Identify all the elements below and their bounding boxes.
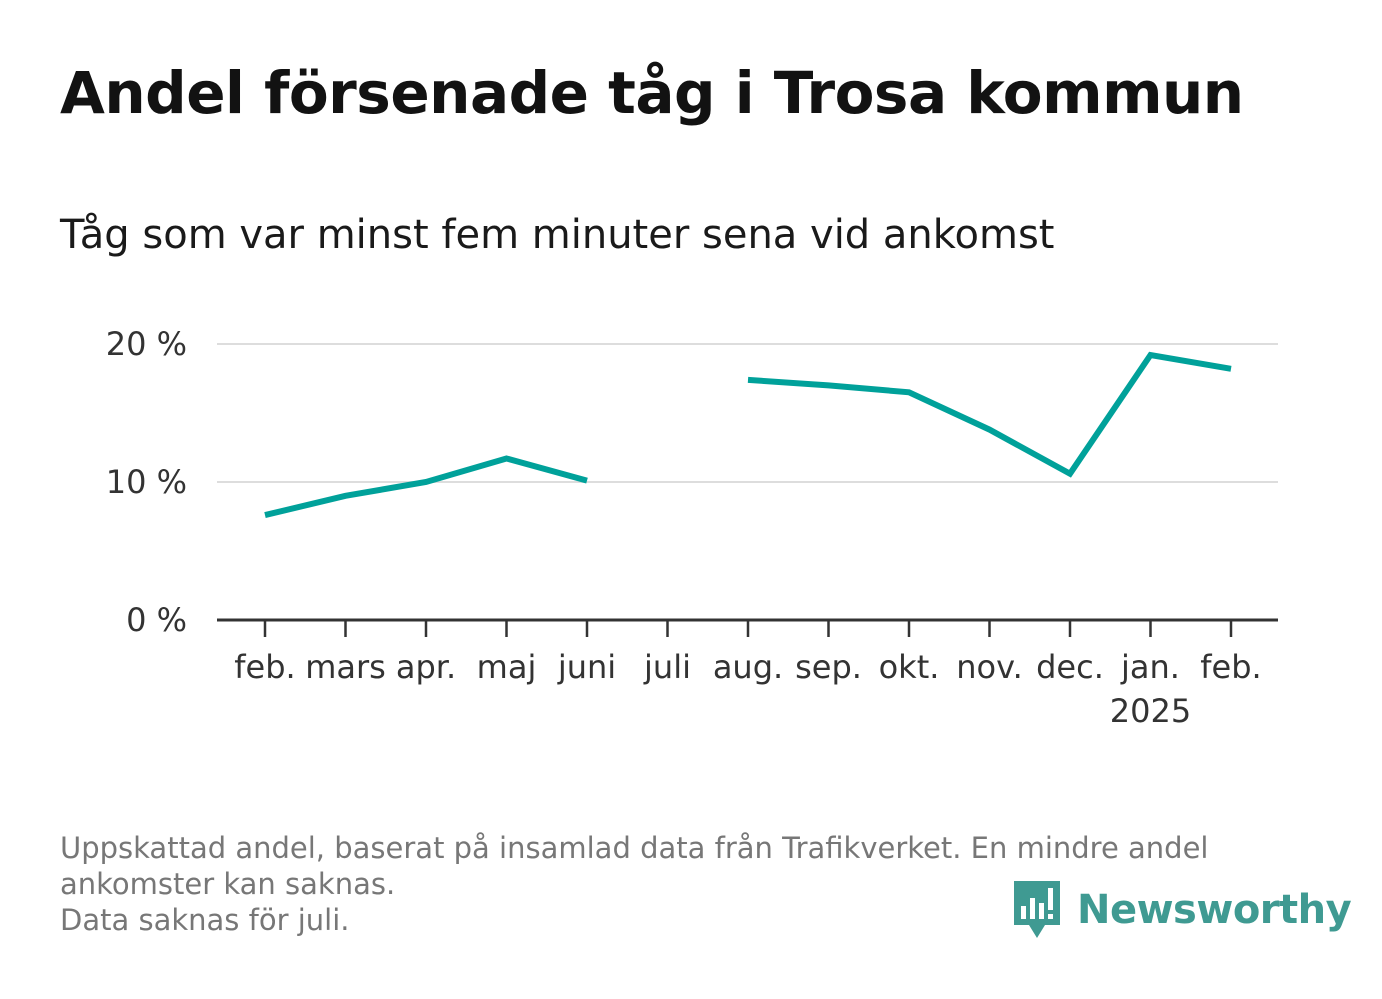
x-axis-labels: feb. mars apr. maj juni juli aug. sep. okt. nov. d… bbox=[234, 648, 1261, 730]
footnote: Uppskattad andel, baserat på insamlad da… bbox=[60, 830, 1320, 938]
series bbox=[264, 351, 1232, 519]
brand-logo: Newsworthy bbox=[1011, 878, 1352, 942]
x-tick-label: apr. bbox=[396, 648, 456, 686]
y-tick-label: 20 % bbox=[106, 325, 187, 363]
y-tick-label: 0 % bbox=[126, 601, 187, 639]
newsworthy-logo-icon bbox=[1014, 881, 1060, 938]
x-tick-label: feb. bbox=[234, 648, 295, 686]
x-tick-label: feb. bbox=[1200, 648, 1261, 686]
chart-title: Andel försenade tåg i Trosa kommun bbox=[60, 59, 1244, 127]
x-tick-label: nov. bbox=[956, 648, 1022, 686]
x-tick-label: maj bbox=[477, 648, 537, 686]
series-line bbox=[747, 351, 1232, 478]
footnote-line: ankomster kan saknas. bbox=[60, 867, 396, 901]
x-tick-label: sep. bbox=[795, 648, 862, 686]
x-tick-label: juli bbox=[643, 648, 691, 686]
y-tick-label: 10 % bbox=[106, 463, 187, 501]
y-axis-labels: 0 % 10 % 20 % bbox=[106, 325, 187, 639]
chart-subtitle: Tåg som var minst fem minuter sena vid a… bbox=[60, 212, 1055, 258]
x-axis bbox=[217, 618, 1278, 637]
x-tick-sublabel: 2025 bbox=[1110, 692, 1191, 730]
x-tick-label: aug. bbox=[713, 648, 783, 686]
footnote-line: Uppskattad andel, baserat på insamlad da… bbox=[60, 831, 1209, 865]
brand-name: Newsworthy bbox=[1077, 887, 1352, 933]
x-tick-label: mars bbox=[305, 648, 386, 686]
x-tick-label: okt. bbox=[879, 648, 940, 686]
x-tick-label: dec. bbox=[1036, 648, 1104, 686]
x-tick-label: juni bbox=[557, 648, 616, 686]
gridlines bbox=[217, 343, 1278, 483]
series-line bbox=[264, 455, 588, 519]
x-tick-label: jan. bbox=[1120, 648, 1180, 686]
footnote-line: Data saknas för juli. bbox=[60, 903, 350, 937]
